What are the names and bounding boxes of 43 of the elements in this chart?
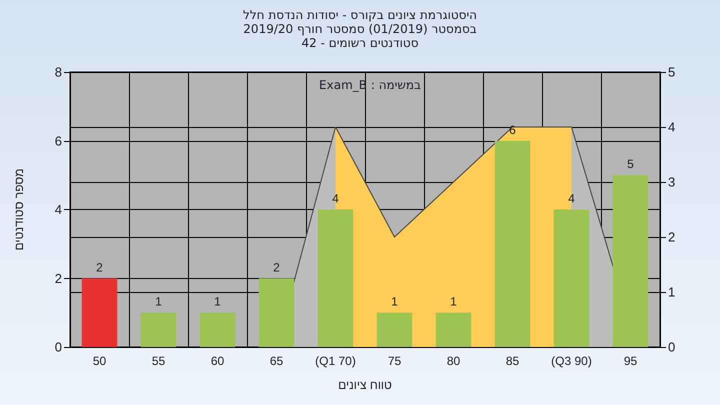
bar: [200, 312, 236, 347]
x-tick-label: 80: [446, 354, 460, 368]
y2-tick-label: 5: [668, 64, 676, 80]
data-label: 5: [627, 157, 634, 172]
y2-tick-label: 2: [668, 230, 676, 244]
chart-subtitle: בסמסטר (01/2019) סמסטר חורף 2019/20 סטודנטים רשומים - 42: [242, 22, 478, 50]
y2-tick-label: 1: [668, 284, 676, 300]
bar: [612, 175, 648, 347]
y2-tick-label: 0: [668, 340, 676, 354]
y-tick-label: 4: [54, 202, 62, 217]
chart-title: היסטוגרמת ציונים בקורס - יסודות הנדסת חלל: [242, 8, 478, 22]
x-tick-label: 75: [388, 354, 402, 368]
bar: [318, 210, 354, 347]
x-tick-label: 65: [270, 354, 284, 368]
x-tick-label: 95: [624, 354, 638, 368]
x-tick-label: 50: [92, 354, 106, 368]
y-tick-label: 6: [54, 133, 62, 148]
bar: [554, 210, 590, 347]
bar: [436, 312, 472, 347]
data-label: 2: [96, 260, 104, 274]
bar: [494, 140, 530, 347]
bar: [376, 312, 412, 347]
bar: [82, 278, 118, 347]
y-axis-title: מספר סטודנטים: [12, 168, 26, 251]
y-tick-label: 2: [54, 270, 62, 286]
x-tick-label: 85: [506, 354, 520, 368]
x-tick-label: (Q1 70): [315, 354, 356, 368]
y-tick-label: 0: [54, 340, 62, 354]
y2-tick-label: 3: [668, 174, 676, 190]
data-label: 2: [273, 260, 280, 274]
x-axis-title: טווח ציונים: [338, 378, 392, 392]
data-label: 1: [214, 294, 222, 309]
bar: [258, 278, 294, 347]
data-label: 1: [155, 294, 162, 309]
x-tick-label: 60: [210, 354, 224, 368]
bar: [140, 312, 176, 347]
y-tick-label: 8: [54, 64, 62, 80]
x-tick-label: (Q3 90): [551, 354, 592, 368]
data-label: 4: [568, 192, 576, 206]
data-label: 1: [391, 294, 398, 309]
y2-tick-label: 4: [668, 120, 676, 134]
x-tick-label: 55: [152, 354, 166, 368]
data-label: 1: [450, 294, 458, 309]
